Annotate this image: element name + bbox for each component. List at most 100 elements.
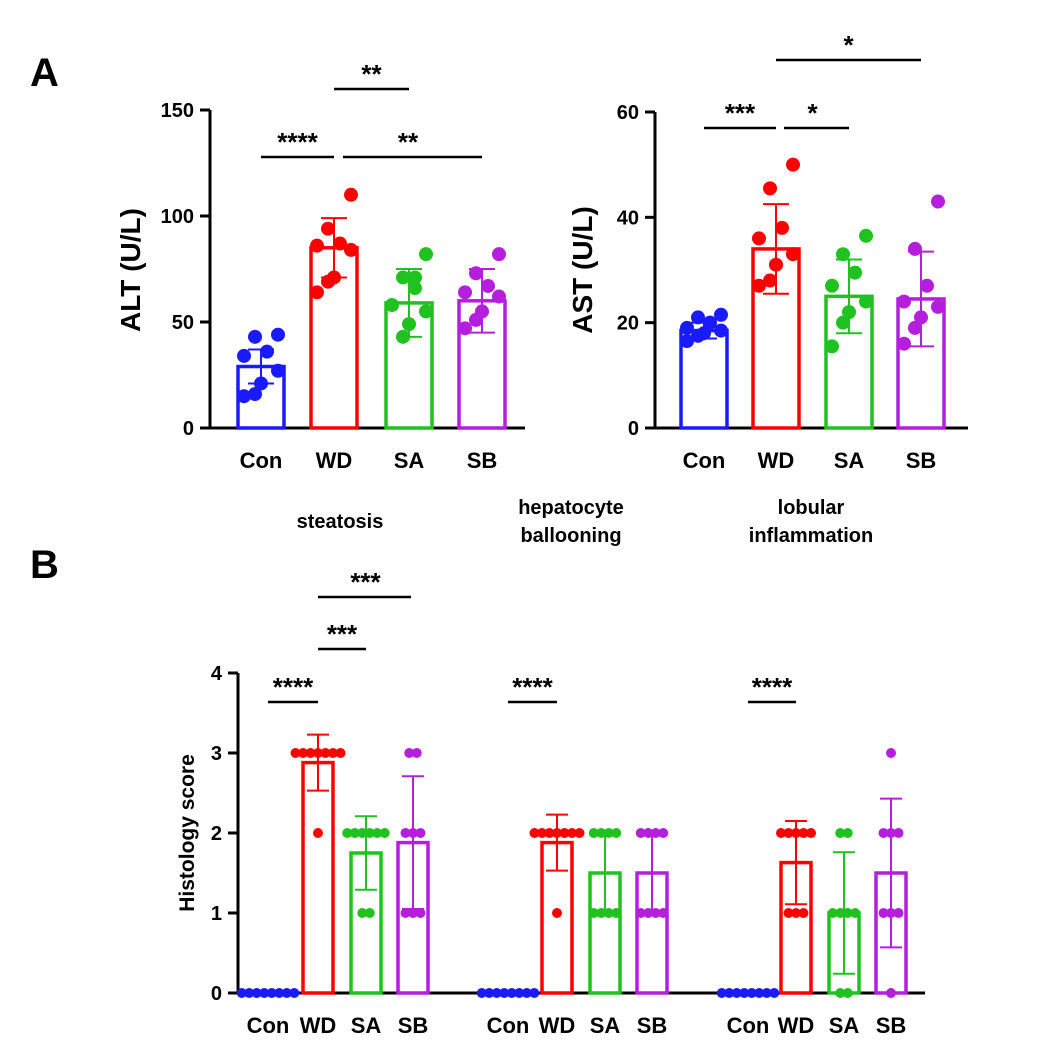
data-point-wd	[313, 748, 323, 758]
y-axis-title: Histology score	[176, 754, 199, 912]
data-point-wd	[313, 828, 323, 838]
data-point-con	[754, 988, 765, 998]
data-point-wd	[537, 828, 547, 838]
data-point-sa	[848, 265, 862, 280]
data-point-con	[769, 988, 780, 998]
data-point-wd	[320, 748, 331, 758]
data-point-con	[237, 348, 251, 363]
group-title-line: lobular	[778, 497, 845, 519]
data-point-wd	[776, 828, 786, 838]
data-point-con	[248, 329, 262, 344]
y-tick-label: 4	[211, 663, 223, 685]
category-label-wd: WD	[300, 1013, 337, 1038]
data-point-con	[266, 988, 277, 998]
data-point-sb	[650, 908, 661, 918]
data-point-sb	[458, 285, 472, 300]
data-point-sb	[650, 828, 661, 838]
data-point-wd	[529, 828, 540, 838]
data-point-sb	[886, 908, 896, 918]
data-point-sa	[835, 988, 846, 998]
data-point-sb	[404, 748, 415, 758]
data-point-con	[237, 389, 251, 404]
data-point-con	[254, 376, 268, 391]
data-point-sb	[886, 748, 896, 758]
data-point-sb	[878, 828, 889, 838]
data-point-con	[274, 988, 285, 998]
data-point-con	[691, 328, 705, 343]
data-point-sa	[842, 305, 856, 320]
data-point-wd	[567, 828, 577, 838]
category-label-sa: SA	[829, 1013, 860, 1038]
data-point-sa	[825, 339, 839, 354]
data-point-sb	[886, 988, 896, 998]
data-point-sa	[836, 315, 850, 330]
data-point-wd	[344, 187, 358, 202]
data-point-sb	[458, 321, 472, 336]
data-point-sb	[878, 908, 889, 918]
data-point-con	[260, 344, 274, 359]
category-label-sa: SA	[394, 448, 425, 473]
data-point-wd	[290, 748, 301, 758]
data-point-sa	[357, 828, 368, 838]
category-label-sa: SA	[834, 448, 865, 473]
data-point-wd	[775, 220, 789, 235]
data-point-sa	[611, 908, 622, 918]
category-label-sb: SB	[906, 448, 937, 473]
data-point-sb	[643, 828, 654, 838]
data-point-sb	[400, 828, 411, 838]
data-point-sa	[588, 828, 599, 838]
data-point-sa	[827, 908, 838, 918]
data-point-sb	[658, 828, 669, 838]
data-point-wd	[544, 828, 555, 838]
data-point-con	[499, 988, 510, 998]
data-point-con	[716, 988, 727, 998]
data-point-wd	[763, 181, 777, 196]
significance-label: ***	[350, 567, 381, 597]
data-point-sa	[596, 908, 607, 918]
category-label-wd: WD	[316, 448, 353, 473]
data-point-wd	[321, 221, 335, 236]
data-point-wd	[335, 748, 346, 758]
data-point-con	[259, 988, 270, 998]
significance-label: *	[843, 30, 854, 60]
data-point-sb	[469, 266, 483, 281]
category-label-con: Con	[240, 448, 283, 473]
data-point-con	[680, 334, 694, 349]
histology-group-3: lobular inflammation Con WD SA SB ****	[716, 497, 908, 1038]
data-point-con	[761, 988, 772, 998]
data-point-sb	[492, 247, 506, 262]
data-point-sa	[342, 828, 353, 838]
y-tick-label: 100	[161, 206, 194, 228]
significance-label: ***	[725, 98, 756, 128]
data-point-con	[506, 988, 517, 998]
significance-label: ****	[277, 127, 318, 157]
data-point-sb	[908, 320, 922, 335]
panel-letter-b: B	[30, 543, 59, 587]
y-tick-label: 0	[183, 418, 194, 440]
data-point-wd	[791, 908, 801, 918]
data-point-sb	[931, 299, 945, 314]
data-point-sa	[364, 828, 375, 838]
data-point-con	[714, 307, 728, 322]
data-point-sa	[850, 908, 861, 918]
data-point-wd	[798, 908, 809, 918]
data-point-sb	[920, 278, 934, 293]
data-point-wd	[763, 273, 777, 288]
data-point-con	[739, 988, 750, 998]
data-point-sa	[588, 908, 599, 918]
group-title: steatosis	[297, 511, 384, 533]
data-point-sa	[372, 828, 383, 838]
data-point-sb	[408, 828, 418, 838]
data-point-wd	[552, 828, 562, 838]
group-title-line: hepatocyte	[518, 497, 624, 519]
data-point-sa	[396, 329, 410, 344]
category-label-wd: WD	[539, 1013, 576, 1038]
group-title-line: ballooning	[520, 525, 621, 547]
category-label-wd: WD	[778, 1013, 815, 1038]
significance-label: **	[398, 127, 419, 157]
data-point-wd	[752, 278, 766, 293]
y-tick-label: 20	[617, 313, 639, 335]
data-point-con	[244, 988, 255, 998]
data-point-sb	[400, 908, 411, 918]
group-title-line: inflammation	[749, 525, 873, 547]
